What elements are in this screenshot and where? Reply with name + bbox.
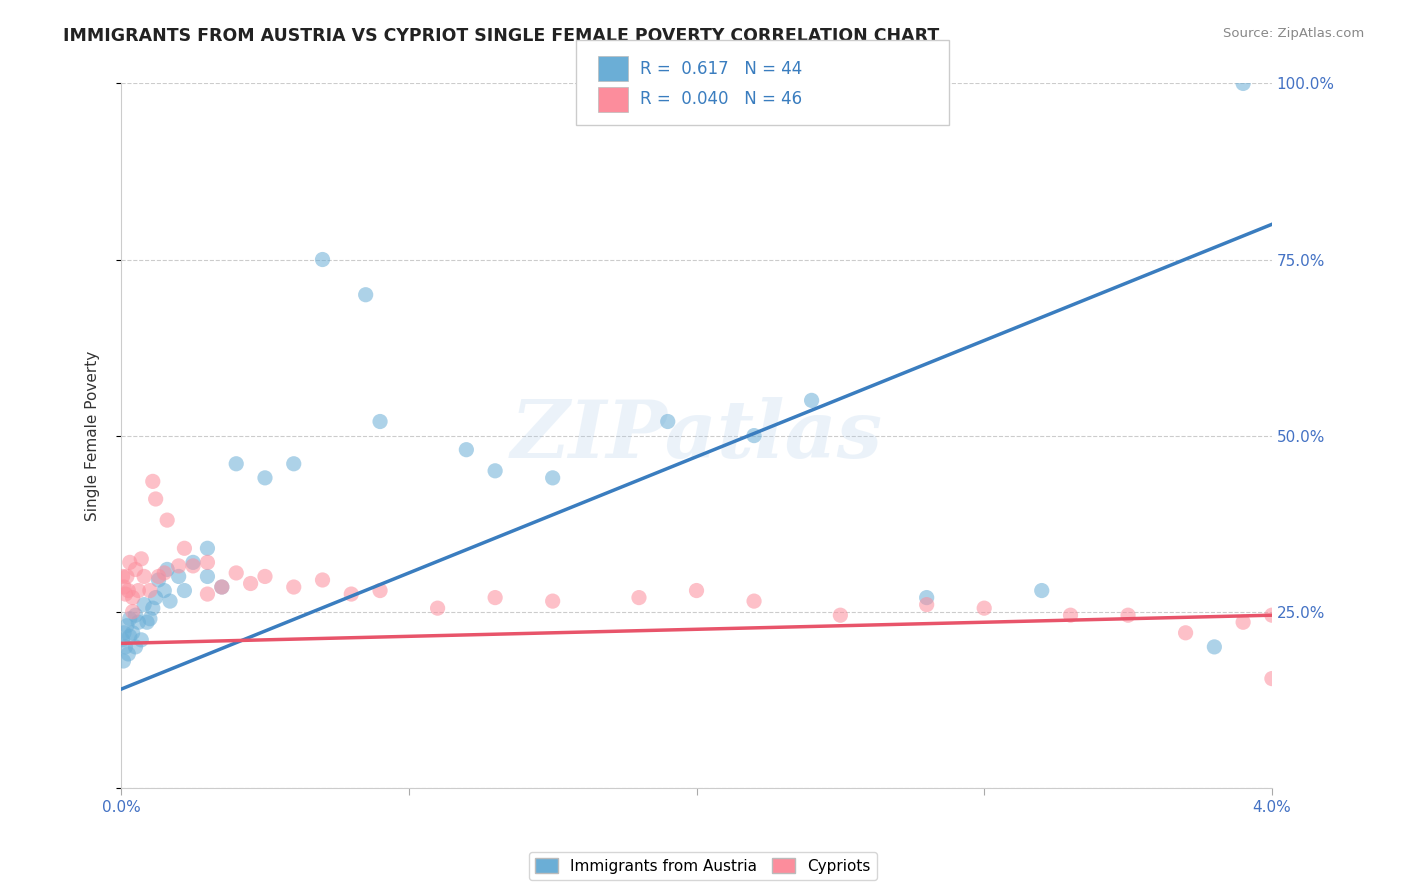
Point	[627, 591, 650, 605]
Point	[115, 619, 138, 633]
Point	[121, 591, 143, 605]
Point	[139, 583, 162, 598]
Point	[127, 583, 149, 598]
Point	[1031, 583, 1053, 598]
Legend: Immigrants from Austria, Cypriots: Immigrants from Austria, Cypriots	[529, 852, 877, 880]
Point	[915, 591, 938, 605]
Point	[173, 541, 195, 556]
Point	[657, 415, 679, 429]
Point	[426, 601, 449, 615]
Point	[541, 471, 564, 485]
Text: ZIPatlas: ZIPatlas	[510, 397, 883, 475]
Point	[134, 569, 156, 583]
Point	[153, 566, 176, 580]
Text: R =  0.617   N = 44: R = 0.617 N = 44	[640, 60, 801, 78]
Text: R =  0.040   N = 46: R = 0.040 N = 46	[640, 90, 801, 108]
Point	[111, 569, 134, 583]
Point	[142, 475, 165, 489]
Point	[112, 654, 135, 668]
Point	[973, 601, 995, 615]
Point	[112, 580, 135, 594]
Point	[167, 569, 190, 583]
Point	[1116, 608, 1139, 623]
Point	[197, 587, 219, 601]
Point	[368, 583, 391, 598]
Point	[283, 457, 305, 471]
Point	[148, 573, 170, 587]
Point	[153, 583, 176, 598]
Point	[253, 471, 276, 485]
Point	[915, 598, 938, 612]
Point	[484, 591, 506, 605]
Point	[1174, 625, 1197, 640]
Point	[354, 287, 377, 301]
Point	[742, 428, 765, 442]
Point	[114, 587, 136, 601]
Point	[114, 640, 136, 654]
Point	[124, 562, 146, 576]
Point	[484, 464, 506, 478]
Point	[129, 552, 152, 566]
Point	[456, 442, 478, 457]
Text: Source: ZipAtlas.com: Source: ZipAtlas.com	[1223, 27, 1364, 40]
Point	[1261, 672, 1284, 686]
Point	[121, 625, 143, 640]
Point	[1261, 608, 1284, 623]
Point	[124, 608, 146, 623]
Point	[541, 594, 564, 608]
Point	[311, 252, 333, 267]
Point	[830, 608, 852, 623]
Point	[368, 415, 391, 429]
Point	[118, 555, 141, 569]
Point	[225, 566, 247, 580]
Point	[127, 615, 149, 630]
Text: IMMIGRANTS FROM AUSTRIA VS CYPRIOT SINGLE FEMALE POVERTY CORRELATION CHART: IMMIGRANTS FROM AUSTRIA VS CYPRIOT SINGL…	[63, 27, 939, 45]
Point	[118, 629, 141, 643]
Point	[156, 513, 179, 527]
Point	[685, 583, 707, 598]
Point	[159, 594, 181, 608]
Point	[1232, 615, 1254, 630]
Point	[167, 558, 190, 573]
Point	[197, 569, 219, 583]
Point	[112, 625, 135, 640]
Point	[225, 457, 247, 471]
Point	[211, 580, 233, 594]
Y-axis label: Single Female Poverty: Single Female Poverty	[86, 351, 100, 521]
Point	[142, 601, 165, 615]
Point	[1059, 608, 1081, 623]
Point	[253, 569, 276, 583]
Point	[139, 612, 162, 626]
Point	[181, 555, 204, 569]
Point	[145, 491, 167, 506]
Point	[197, 541, 219, 556]
Point	[800, 393, 823, 408]
Point	[156, 562, 179, 576]
Point	[136, 615, 159, 630]
Point	[117, 647, 139, 661]
Point	[1204, 640, 1226, 654]
Point	[742, 594, 765, 608]
Point	[134, 598, 156, 612]
Point	[340, 587, 363, 601]
Point	[283, 580, 305, 594]
Point	[111, 632, 134, 647]
Point	[311, 573, 333, 587]
Point	[145, 591, 167, 605]
Point	[197, 555, 219, 569]
Point	[1232, 77, 1254, 91]
Point	[239, 576, 262, 591]
Point	[129, 632, 152, 647]
Point	[148, 569, 170, 583]
Point	[181, 558, 204, 573]
Point	[115, 569, 138, 583]
Point	[173, 583, 195, 598]
Point	[121, 605, 143, 619]
Point	[118, 612, 141, 626]
Point	[211, 580, 233, 594]
Point	[117, 583, 139, 598]
Point	[124, 640, 146, 654]
